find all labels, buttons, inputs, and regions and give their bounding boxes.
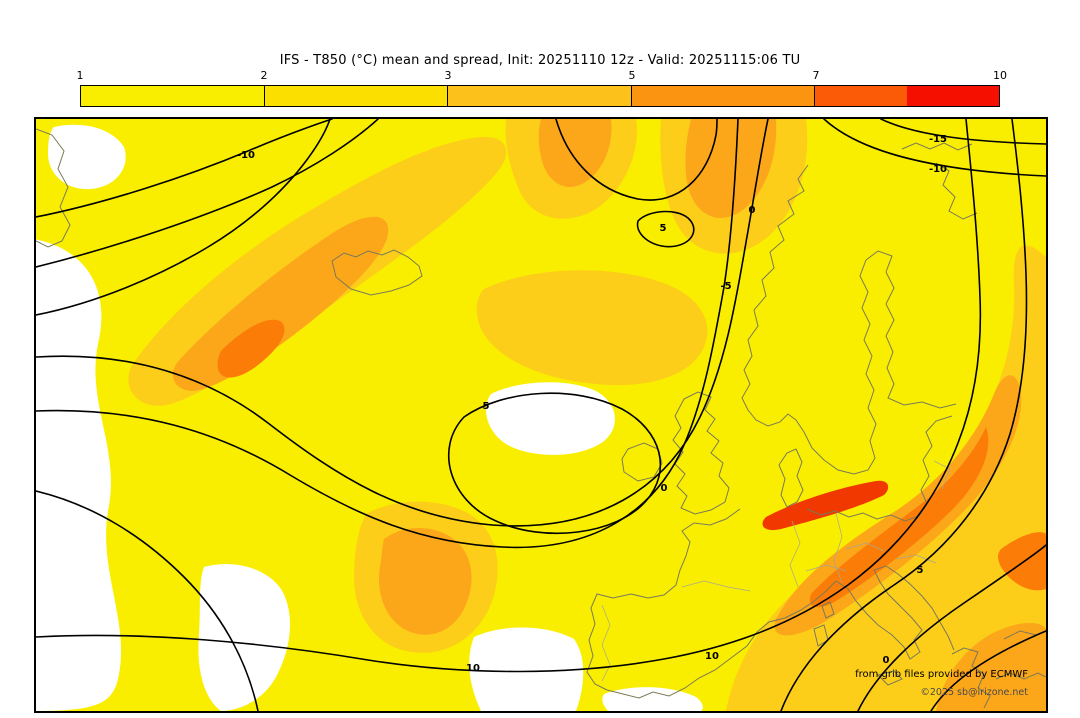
- coastline-layer: [36, 128, 1046, 709]
- colorbar-segment: [264, 86, 449, 106]
- contour-line-layer: [36, 119, 1046, 711]
- contour-line: [36, 119, 379, 268]
- contour-label: 10: [705, 651, 719, 662]
- colorbar-segment: [815, 86, 908, 106]
- contour-line: [36, 119, 769, 527]
- contour-line: [448, 392, 662, 535]
- colorbar-tick-label: 10: [993, 69, 1007, 82]
- contour-label: -5: [720, 281, 731, 292]
- coastline-west-europe-iberia: [586, 508, 837, 699]
- contour-label: 5: [917, 565, 924, 576]
- spread-colorbar: 1 2 3 5 7 10: [76, 69, 1008, 107]
- colorbar-segment: [631, 86, 816, 106]
- colorbar-tick-label: 5: [628, 69, 636, 82]
- contour-line: [36, 119, 982, 673]
- colorbar-tick-label: 2: [260, 69, 268, 82]
- coastline-denmark: [778, 448, 804, 508]
- credits-copyright: ©2025 sb@irizone.net: [920, 686, 1028, 698]
- coastline-ireland: [621, 442, 663, 482]
- map-canvas: -15 -10 -10 0 5 -5 5 0 10 10 5 0: [36, 119, 1046, 711]
- colorbar-segment: [448, 86, 632, 106]
- coastline-scandinavia: [741, 164, 957, 475]
- contour-line: [555, 119, 718, 201]
- contour-label: 0: [883, 655, 890, 666]
- contour-label: 10: [466, 663, 480, 674]
- contour-line: [880, 119, 1046, 145]
- contour-line: [36, 119, 739, 549]
- contour-line: [930, 630, 1046, 711]
- contour-line: [36, 490, 259, 711]
- contour-label-layer: -15 -10 -10 0 5 -5 5 0 10 10 5 0: [237, 134, 947, 674]
- contour-line: [857, 544, 1046, 711]
- coastline-iceland: [331, 249, 423, 296]
- colorbar-tick-row: 1 2 3 5 7 10: [76, 69, 1008, 83]
- coastline-greenland: [36, 128, 71, 248]
- colorbar-segment: [81, 86, 265, 106]
- contour-line: [636, 210, 695, 248]
- contour-line: [823, 119, 1046, 177]
- spread-level5-regions: [762, 480, 889, 531]
- coastline-greece: [951, 647, 991, 709]
- spread-level4-regions: [217, 319, 1046, 608]
- contour-line: [36, 119, 333, 218]
- contour-label: 5: [660, 223, 667, 234]
- credits-ecmwf: from grib files provided by ECMWF: [855, 668, 1028, 680]
- coastline-italy-adriatic: [835, 565, 955, 660]
- contour-label: 0: [749, 205, 756, 216]
- map-frame: -15 -10 -10 0 5 -5 5 0 10 10 5 0 from gr…: [34, 117, 1048, 713]
- contour-label: 0: [661, 483, 668, 494]
- contour-label: -10: [237, 150, 255, 161]
- colorbar-tick-label: 3: [444, 69, 452, 82]
- contour-label: -15: [929, 134, 947, 145]
- contour-label: 5: [483, 401, 490, 412]
- map-credits: from grib files provided by ECMWF ©2025 …: [855, 666, 1028, 701]
- contour-line: [780, 119, 1028, 711]
- contour-label: -10: [929, 164, 947, 175]
- coastline-kola-white-sea: [901, 142, 978, 220]
- colorbar-bar: [80, 85, 1000, 107]
- colorbar-tick-label: 7: [812, 69, 820, 82]
- colorbar-segment: [907, 86, 999, 106]
- chart-title: IFS - T850 (°C) mean and spread, Init: 2…: [279, 53, 801, 68]
- border-layer: [601, 460, 951, 682]
- spread-white-regions: [36, 124, 703, 711]
- contour-line: [36, 119, 331, 316]
- colorbar-tick-label: 1: [76, 69, 84, 82]
